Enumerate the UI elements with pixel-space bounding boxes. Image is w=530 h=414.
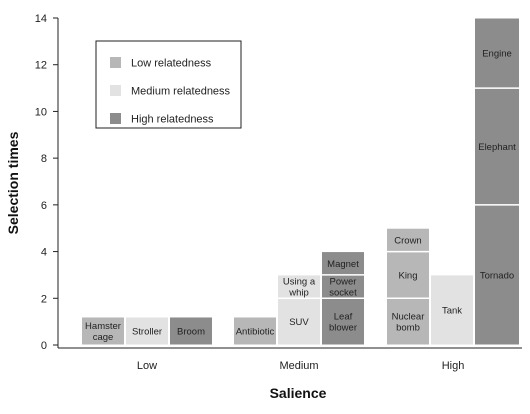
y-tick-label: 0 [41, 340, 47, 352]
legend-label: Low relatedness [131, 58, 212, 70]
bar-label: King [398, 270, 417, 281]
legend-swatch [110, 57, 121, 68]
y-tick-label: 14 [35, 13, 47, 25]
bar-label: Magnet [327, 259, 359, 270]
legend-label: Medium relatedness [131, 86, 231, 98]
y-tick-label: 8 [41, 153, 47, 165]
bar-segment [475, 18, 519, 88]
bar-segment [431, 275, 473, 345]
bars: Hamster cage Stroller Broom Antibiotic SUV Usi… [82, 18, 519, 345]
y-tick-label: 12 [35, 60, 47, 72]
y-axis-title: Selection times [5, 131, 21, 234]
y-tick-label: 4 [41, 247, 47, 259]
bar-segment [126, 317, 168, 345]
category-label: Medium [279, 360, 318, 372]
bar-segment [322, 298, 364, 345]
bar-segment [322, 275, 364, 298]
y-tick-label: 10 [35, 106, 47, 118]
bar-segment [170, 317, 212, 345]
bar-segment [278, 298, 320, 345]
bar-segment [387, 252, 429, 298]
legend-frame [95, 40, 242, 129]
bar-label: Power socket [329, 277, 357, 299]
legend-swatch [110, 113, 121, 124]
bar-label: Hamster cage [85, 321, 121, 343]
bar-label: Using a whip [283, 277, 316, 299]
bar-segment [387, 228, 429, 252]
bar-label: Nuclear bomb [392, 312, 425, 334]
bar-label: Engine [482, 49, 512, 60]
bar-segment [475, 88, 519, 205]
legend: Low relatedness Medium relatedness High re… [95, 40, 242, 129]
bar-label: Tornado [480, 270, 514, 281]
bar-segment [387, 298, 429, 345]
category-label: High [442, 360, 465, 372]
bar-segment [234, 317, 276, 345]
bar-label: Broom [177, 326, 205, 337]
bar-label: SUV [289, 317, 309, 328]
axes [57, 18, 522, 349]
bar-label: Leaf blower [329, 312, 357, 334]
bar-label: Crown [394, 235, 421, 246]
bar-label: Antibiotic [236, 326, 275, 337]
y-tick-label: 2 [41, 293, 47, 305]
bar-segment [278, 275, 320, 298]
bar-segment [475, 205, 519, 345]
x-axis-title: Salience [270, 385, 327, 401]
y-ticks: 0 2 4 6 8 10 12 14 [35, 13, 58, 352]
legend-swatch [110, 85, 121, 96]
bar-segment [322, 252, 364, 275]
category-label: Low [137, 360, 157, 372]
legend-label: High relatedness [131, 114, 214, 126]
category-labels: Low Medium High [137, 360, 464, 372]
bar-label: Tank [442, 305, 462, 316]
bar-label: Stroller [132, 326, 162, 337]
bar-label: Elephant [478, 142, 516, 153]
bar-segment [82, 317, 124, 345]
y-tick-label: 6 [41, 200, 47, 212]
